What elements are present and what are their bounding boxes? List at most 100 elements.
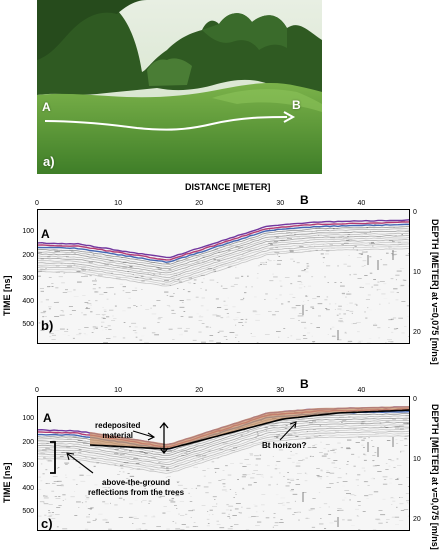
noise-speck bbox=[321, 455, 327, 457]
noise-speck bbox=[46, 322, 49, 323]
tick-label: 500 bbox=[22, 508, 34, 516]
noise-speck bbox=[211, 461, 215, 463]
noise-speck bbox=[132, 290, 138, 291]
noise-speck bbox=[389, 240, 394, 241]
noise-speck bbox=[394, 531, 398, 532]
noise-speck bbox=[160, 466, 165, 468]
noise-speck bbox=[174, 505, 177, 506]
noise-speck bbox=[47, 460, 53, 462]
noise-speck bbox=[200, 305, 204, 307]
noise-speck bbox=[170, 501, 176, 503]
noise-speck bbox=[259, 454, 262, 456]
noise-speck bbox=[135, 336, 138, 338]
noise-speck bbox=[298, 519, 300, 521]
noise-speck bbox=[78, 329, 81, 330]
noise-speck bbox=[209, 340, 214, 342]
noise-speck bbox=[254, 505, 258, 507]
noise-speck bbox=[403, 509, 409, 510]
noise-speck bbox=[276, 444, 278, 446]
noise-speck bbox=[329, 472, 335, 474]
noise-speck bbox=[302, 459, 305, 461]
noise-speck bbox=[273, 517, 276, 519]
noise-speck bbox=[349, 494, 355, 496]
noise-speck bbox=[399, 440, 404, 441]
noise-speck bbox=[331, 335, 336, 337]
noise-speck bbox=[63, 272, 66, 274]
noise-speck bbox=[303, 338, 308, 339]
noise-speck bbox=[73, 296, 79, 297]
noise-speck bbox=[308, 250, 312, 252]
noise-speck bbox=[334, 520, 337, 522]
noise-speck bbox=[362, 260, 367, 262]
noise-speck bbox=[102, 307, 104, 308]
tick-label: 20 bbox=[195, 200, 204, 207]
noise-speck bbox=[342, 238, 345, 240]
noise-speck bbox=[318, 315, 321, 317]
noise-speck bbox=[134, 326, 138, 328]
noise-speck bbox=[317, 303, 323, 305]
noise-speck bbox=[87, 521, 91, 523]
noise-speck bbox=[246, 474, 251, 475]
noise-speck bbox=[62, 311, 64, 313]
noise-speck bbox=[49, 286, 53, 287]
noise-speck bbox=[232, 240, 234, 241]
noise-speck bbox=[305, 518, 310, 519]
noise-speck bbox=[287, 478, 290, 480]
noise-speck bbox=[296, 462, 301, 464]
noise-speck bbox=[340, 285, 345, 287]
noise-speck bbox=[262, 477, 264, 478]
noise-speck bbox=[102, 519, 108, 521]
noise-speck bbox=[278, 449, 284, 451]
noise-speck bbox=[178, 334, 183, 336]
noise-speck bbox=[367, 307, 369, 309]
noise-speck bbox=[378, 337, 381, 339]
noise-speck bbox=[401, 234, 403, 235]
noise-speck bbox=[280, 497, 286, 499]
noise-speck bbox=[227, 315, 230, 317]
noise-speck bbox=[185, 513, 188, 515]
noise-speck bbox=[40, 480, 43, 482]
noise-speck bbox=[305, 295, 307, 297]
noise-speck bbox=[72, 436, 77, 438]
noise-speck bbox=[105, 329, 107, 330]
noise-speck bbox=[314, 245, 316, 247]
noise-speck bbox=[114, 449, 119, 450]
noise-speck bbox=[114, 464, 117, 466]
noise-speck bbox=[254, 455, 259, 457]
photo-label-b: B bbox=[292, 98, 301, 112]
noise-speck bbox=[129, 266, 132, 268]
noise-speck bbox=[135, 463, 140, 464]
noise-speck bbox=[144, 515, 148, 517]
noise-speck bbox=[212, 514, 214, 515]
noise-speck bbox=[118, 497, 123, 499]
noise-speck bbox=[334, 430, 340, 432]
noise-speck bbox=[122, 267, 127, 269]
noise-speck bbox=[194, 445, 197, 447]
noise-speck bbox=[361, 265, 365, 267]
noise-speck bbox=[92, 326, 96, 328]
noise-speck bbox=[79, 474, 84, 476]
noise-speck bbox=[255, 437, 257, 439]
noise-speck bbox=[222, 483, 226, 485]
noise-speck bbox=[177, 327, 182, 329]
noise-speck bbox=[48, 306, 52, 308]
noise-speck bbox=[95, 326, 98, 328]
annotation-bt-horizon: Bt horizon? bbox=[262, 441, 307, 450]
noise-speck bbox=[238, 512, 241, 513]
noise-speck bbox=[229, 245, 234, 247]
noise-speck bbox=[48, 504, 53, 505]
thickness-double-arrow bbox=[159, 421, 169, 455]
noise-speck bbox=[407, 516, 409, 517]
noise-speck bbox=[51, 286, 54, 287]
noise-speck bbox=[363, 233, 367, 234]
noise-speck bbox=[158, 492, 163, 494]
noise-speck bbox=[279, 280, 282, 282]
noise-speck bbox=[337, 339, 342, 341]
noise-speck bbox=[287, 508, 292, 510]
noise-speck bbox=[344, 490, 350, 491]
noise-speck bbox=[119, 454, 125, 455]
noise-speck bbox=[353, 465, 356, 467]
noise-speck bbox=[301, 270, 306, 272]
noise-speck bbox=[202, 470, 206, 471]
noise-speck bbox=[268, 311, 272, 312]
